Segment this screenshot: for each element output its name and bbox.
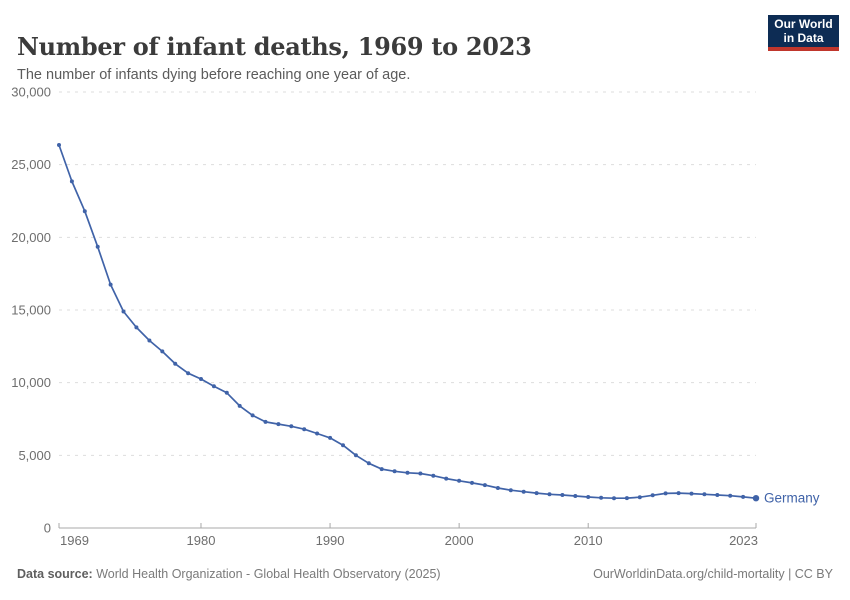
data-point[interactable]: [147, 338, 152, 343]
data-point[interactable]: [276, 422, 281, 427]
data-point[interactable]: [728, 493, 733, 498]
data-point[interactable]: [741, 494, 746, 499]
data-point[interactable]: [224, 390, 229, 395]
data-point[interactable]: [418, 471, 423, 476]
data-point[interactable]: [752, 495, 760, 502]
data-point[interactable]: [121, 309, 126, 314]
data-source-text: World Health Organization - Global Healt…: [96, 567, 441, 581]
y-axis-label: 5,000: [18, 448, 51, 463]
data-point[interactable]: [405, 470, 410, 475]
data-point[interactable]: [534, 491, 539, 496]
x-axis-label: 1980: [187, 533, 216, 548]
owid-logo[interactable]: Our World in Data: [768, 15, 839, 51]
data-point[interactable]: [289, 424, 294, 429]
data-point[interactable]: [186, 371, 191, 376]
entity-label[interactable]: Germany: [764, 491, 820, 506]
y-axis-label: 15,000: [11, 303, 51, 318]
data-point[interactable]: [160, 349, 165, 354]
data-point[interactable]: [482, 483, 487, 488]
data-point[interactable]: [637, 495, 642, 500]
data-point[interactable]: [495, 486, 500, 490]
data-point[interactable]: [573, 494, 578, 498]
data-point[interactable]: [315, 431, 320, 436]
data-point[interactable]: [650, 493, 655, 498]
license-link[interactable]: OurWorldinData.org/child-mortality | CC …: [593, 567, 833, 581]
data-point[interactable]: [250, 413, 255, 418]
data-point[interactable]: [663, 491, 668, 496]
data-point[interactable]: [341, 443, 345, 448]
data-point[interactable]: [82, 209, 87, 214]
data-point[interactable]: [57, 143, 61, 147]
data-source-label: Data source:: [17, 567, 93, 581]
data-point[interactable]: [302, 427, 307, 432]
data-point[interactable]: [547, 492, 552, 497]
data-point[interactable]: [211, 384, 216, 389]
data-point[interactable]: [366, 461, 371, 466]
data-source-note: Data source: World Health Organization -…: [17, 567, 441, 581]
data-point[interactable]: [392, 469, 397, 474]
data-point[interactable]: [470, 480, 474, 485]
data-point[interactable]: [457, 478, 462, 483]
y-axis-label: 10,000: [11, 375, 51, 390]
data-point[interactable]: [353, 453, 358, 458]
data-point[interactable]: [508, 488, 513, 493]
data-point[interactable]: [108, 282, 113, 287]
data-point[interactable]: [263, 419, 268, 424]
data-point[interactable]: [586, 495, 591, 499]
y-axis-label: 20,000: [11, 230, 51, 245]
data-point[interactable]: [237, 403, 242, 408]
chart-subtitle: The number of infants dying before reach…: [17, 66, 411, 83]
data-point[interactable]: [612, 496, 616, 501]
y-axis-label: 25,000: [11, 157, 51, 172]
data-point[interactable]: [715, 493, 720, 497]
y-axis-label: 0: [44, 521, 51, 536]
data-point[interactable]: [444, 476, 449, 481]
x-axis-label: 2023: [729, 533, 758, 548]
data-point[interactable]: [134, 325, 139, 330]
x-axis-label: 2010: [574, 533, 603, 548]
data-point[interactable]: [173, 361, 178, 366]
x-axis-label: 1990: [316, 533, 345, 548]
x-axis-label: 2000: [445, 533, 474, 548]
data-point[interactable]: [69, 179, 74, 184]
data-point[interactable]: [560, 493, 565, 497]
owid-logo-line1: Our World: [774, 17, 833, 31]
page-title: Number of infant deaths, 1969 to 2023: [17, 32, 532, 62]
data-point[interactable]: [199, 377, 203, 381]
data-point[interactable]: [328, 435, 333, 440]
data-point[interactable]: [95, 244, 100, 249]
x-axis-label: 1969: [60, 533, 89, 548]
data-point[interactable]: [599, 495, 604, 500]
data-point[interactable]: [689, 491, 694, 496]
data-line-germany[interactable]: [58, 144, 757, 500]
data-point[interactable]: [702, 492, 707, 497]
owid-logo-line2: in Data: [783, 31, 824, 45]
data-point[interactable]: [676, 491, 681, 496]
chart-footer: Data source: World Health Organization -…: [17, 567, 833, 581]
data-point[interactable]: [624, 496, 629, 501]
data-point[interactable]: [521, 489, 526, 494]
data-point[interactable]: [379, 467, 384, 472]
data-point[interactable]: [431, 473, 436, 478]
y-axis-label: 30,000: [11, 85, 51, 100]
